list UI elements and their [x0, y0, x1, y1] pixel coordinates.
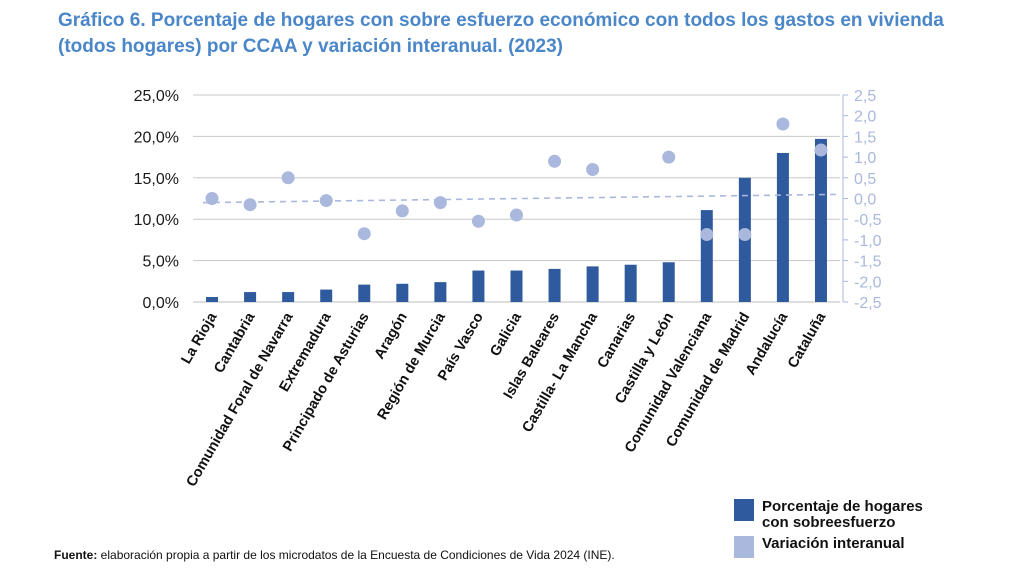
bar — [244, 292, 257, 302]
bar — [434, 282, 447, 302]
y-right-tick-label: 2,0 — [854, 109, 876, 126]
scatter-point — [738, 228, 752, 242]
variation-series — [205, 117, 828, 242]
scatter-point — [586, 163, 600, 177]
scatter-point — [319, 194, 333, 208]
scatter-point — [357, 227, 371, 241]
y-right-tick-label: 2,5 — [854, 88, 876, 105]
source-text: elaboración propia a partir de los micro… — [97, 548, 615, 562]
x-tick-label: Castilla- La Mancha — [520, 309, 602, 435]
source-note: Fuente: elaboración propia a partir de l… — [54, 548, 615, 562]
legend-label-dots: Variación interanual — [762, 535, 905, 552]
bar — [624, 264, 637, 302]
x-tick-label: Cataluña — [785, 309, 830, 371]
scatter-point — [433, 196, 447, 210]
x-tick-label: Aragón — [372, 310, 411, 362]
scatter-point — [548, 154, 562, 168]
scatter-point — [700, 228, 714, 242]
chart-title-line-2: (todos hogares) por CCAA y variación int… — [58, 36, 564, 57]
chart-title-line-1: Gráfico 6. Porcentaje de hogares con sob… — [58, 10, 944, 31]
bar — [700, 210, 713, 302]
bar — [206, 297, 219, 302]
x-tick-label: Región de Murcia — [375, 309, 450, 422]
y-right-tick-label: -0,5 — [854, 212, 882, 229]
y-right-tick-label: 0,0 — [854, 192, 876, 209]
bar — [814, 138, 827, 302]
y-right-tick-label: 1,5 — [854, 129, 876, 146]
scatter-point — [243, 198, 257, 212]
chart-title: Gráfico 6. Porcentaje de hogares con sob… — [58, 8, 998, 60]
bar — [472, 270, 485, 302]
scatter-point — [662, 150, 676, 164]
bar — [358, 284, 371, 302]
bar — [510, 270, 523, 302]
scatter-point — [281, 171, 295, 185]
legend-item-bars: Porcentaje de hogares con sobreesfuerzo — [734, 499, 952, 531]
legend-swatch-bars — [734, 499, 754, 521]
y-right-tick-label: 1,0 — [854, 150, 876, 167]
right-axis: -2,5 -2,0 -1,5 -1,0 -0,5 0,0 0,5 1,0 1,5 2,0 2,5 — [842, 88, 882, 312]
legend-swatch-dots — [734, 536, 754, 558]
y-left-tick-label: 20,0% — [134, 129, 179, 146]
scatter-point — [205, 192, 219, 205]
x-tick-label: Galicia — [487, 309, 525, 359]
y-right-tick-label: 0,5 — [854, 171, 876, 188]
y-right-tick-label: -1,5 — [854, 254, 882, 271]
scatter-point — [776, 117, 790, 131]
y-right-tick-label: -1,0 — [854, 233, 882, 250]
y-left-tick-label: 25,0% — [134, 88, 179, 105]
bar — [396, 283, 409, 302]
bar-scatter-chart: 0,0% 5,0% 10,0% 15,0% 20,0% 25,0% -2,5 -2,0 -1,… — [134, 88, 882, 490]
source-prefix: Fuente: — [54, 548, 98, 562]
bar — [662, 262, 675, 302]
scatter-point — [471, 214, 485, 228]
scatter-point — [510, 208, 523, 222]
bar — [776, 152, 789, 302]
y-right-tick-label: -2,5 — [854, 295, 882, 312]
legend-label-bars: Porcentaje de hogares con sobreesfuerzo — [762, 498, 923, 531]
reference-line — [202, 193, 841, 204]
left-axis: 0,0% 5,0% 10,0% 15,0% 20,0% 25,0% — [134, 88, 179, 312]
bar — [586, 266, 599, 302]
scatter-point — [814, 143, 828, 157]
bar — [548, 268, 561, 302]
bar — [320, 289, 333, 302]
bar — [282, 292, 295, 302]
legend: Porcentaje de hogares con sobreesfuerzo … — [734, 499, 952, 563]
x-tick-label: La Rioja — [178, 309, 221, 367]
y-right-tick-label: -2,0 — [854, 274, 882, 291]
legend-item-dots: Variación interanual — [734, 536, 952, 558]
y-left-tick-label: 0,0% — [143, 295, 179, 312]
y-left-tick-label: 10,0% — [134, 212, 179, 229]
scatter-point — [395, 204, 409, 218]
reference-line-dashed — [202, 193, 841, 204]
y-left-tick-label: 15,0% — [134, 171, 179, 188]
y-left-tick-label: 5,0% — [143, 254, 179, 271]
